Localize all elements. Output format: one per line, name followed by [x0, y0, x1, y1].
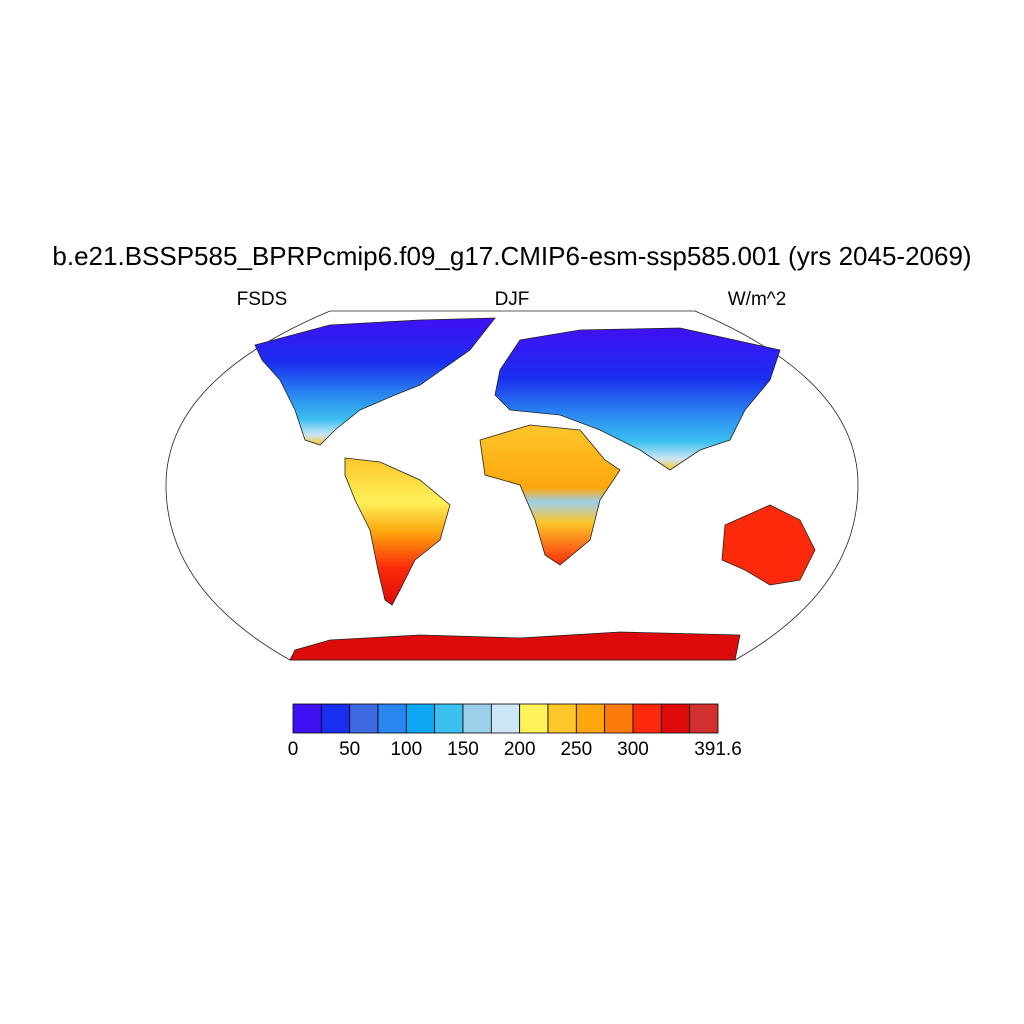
colorbar-box — [377, 703, 407, 734]
eurasia — [494, 327, 781, 471]
south-america — [344, 457, 451, 606]
colorbar-tick-label: 0 — [288, 739, 299, 760]
colorbar-box — [292, 703, 322, 734]
left-string: FSDS — [237, 289, 288, 310]
right-string: W/m^2 — [728, 289, 787, 310]
colorbar-box — [547, 703, 577, 734]
colorbar-box — [689, 703, 719, 734]
colorbar-tick-label: 100 — [390, 739, 422, 760]
colorbar-box — [320, 703, 351, 734]
colorbar-box — [575, 703, 606, 734]
colorbar-box — [490, 703, 521, 734]
colorbar-tick-label: 200 — [504, 739, 536, 760]
colorbar-box — [462, 703, 492, 734]
colorbar-box — [660, 703, 691, 734]
africa — [479, 424, 621, 566]
title: b.e21.BSSP585_BPRPcmip6.f09_g17.CMIP6-es… — [52, 241, 971, 271]
colorbar-tick-label: 250 — [560, 739, 592, 760]
colorbar-tick-label: 300 — [617, 739, 649, 760]
colorbar-tick-label: 150 — [447, 739, 479, 760]
colorbar-box — [519, 703, 549, 734]
colorbar-box — [405, 703, 436, 734]
north-america — [254, 317, 496, 446]
center-string: DJF — [495, 289, 530, 310]
colorbar-box — [604, 703, 634, 734]
colorbar-box — [632, 703, 662, 734]
australia — [721, 504, 816, 586]
map — [165, 310, 859, 661]
colorbar-tick-label: 391.6 — [694, 739, 742, 760]
colorbar-box — [349, 703, 379, 734]
colorbar-tick-label: 50 — [339, 739, 360, 760]
antarctica — [289, 631, 741, 661]
colorbar-box — [434, 703, 464, 734]
colorbar: 0 50 100 150 200 250 300 391.6 — [288, 703, 742, 760]
